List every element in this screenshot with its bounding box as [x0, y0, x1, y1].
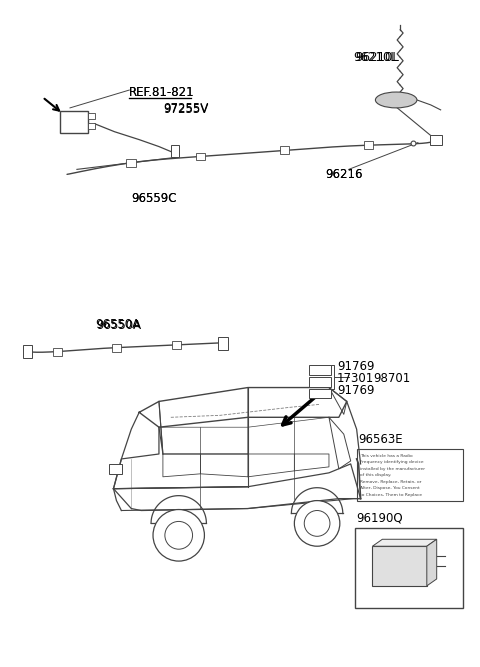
- Bar: [53, 348, 62, 356]
- Bar: [357, 449, 463, 501]
- Text: 96210L: 96210L: [354, 51, 397, 64]
- Bar: [195, 153, 205, 161]
- Text: installed by the manufacturer: installed by the manufacturer: [360, 467, 425, 471]
- Circle shape: [294, 501, 340, 546]
- Text: 96550A: 96550A: [96, 319, 142, 331]
- Text: This vehicle has a Radio: This vehicle has a Radio: [360, 454, 412, 458]
- Text: 96550A: 96550A: [96, 317, 141, 331]
- Polygon shape: [427, 540, 437, 586]
- Text: 91769: 91769: [337, 360, 374, 374]
- Bar: [23, 345, 33, 358]
- Circle shape: [304, 510, 330, 536]
- Text: 96216: 96216: [325, 168, 362, 181]
- Text: 96216: 96216: [325, 168, 362, 181]
- Circle shape: [153, 510, 204, 561]
- Bar: [126, 159, 136, 167]
- Text: Alter, Dispose, You Consent: Alter, Dispose, You Consent: [360, 486, 420, 490]
- Bar: [88, 123, 95, 129]
- Text: REF.81-821: REF.81-821: [129, 85, 195, 99]
- Polygon shape: [372, 540, 437, 546]
- Text: Remove, Replace, Retain, or: Remove, Replace, Retain, or: [360, 480, 421, 484]
- Bar: [60, 111, 88, 133]
- Text: 97255V: 97255V: [163, 103, 208, 116]
- Text: 96559C: 96559C: [131, 191, 177, 205]
- Text: of this display.: of this display.: [360, 474, 391, 478]
- Bar: [279, 147, 289, 154]
- Ellipse shape: [375, 92, 417, 108]
- Bar: [309, 389, 331, 398]
- Bar: [218, 337, 228, 350]
- Bar: [363, 141, 373, 149]
- Text: REF.81-821: REF.81-821: [129, 85, 195, 99]
- Text: to Choices, Them to Replace: to Choices, Them to Replace: [360, 493, 422, 497]
- Bar: [108, 464, 122, 474]
- Bar: [430, 135, 442, 145]
- Text: 17301: 17301: [337, 372, 374, 385]
- Text: 96559C: 96559C: [131, 191, 177, 205]
- Text: 96190Q: 96190Q: [357, 512, 403, 525]
- Text: 98701: 98701: [373, 372, 411, 385]
- Bar: [355, 528, 463, 608]
- Bar: [171, 145, 179, 157]
- Bar: [112, 344, 121, 352]
- Bar: [88, 113, 95, 119]
- Text: 97255V: 97255V: [163, 103, 208, 115]
- Text: 96563E: 96563E: [359, 433, 403, 446]
- Circle shape: [165, 522, 192, 549]
- Bar: [309, 365, 331, 375]
- Text: 96210L: 96210L: [356, 51, 399, 64]
- Bar: [372, 546, 427, 586]
- Bar: [309, 377, 331, 387]
- Text: 91769: 91769: [337, 384, 374, 397]
- Bar: [172, 341, 180, 349]
- Text: Frequency identifying device: Frequency identifying device: [360, 460, 423, 464]
